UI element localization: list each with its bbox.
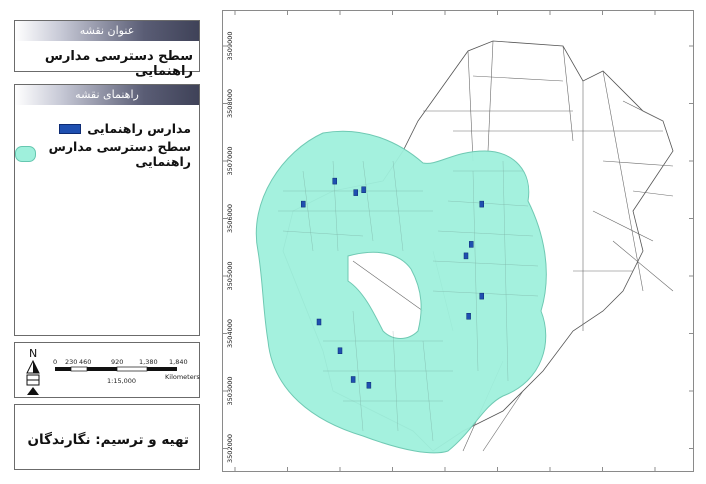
scale-tick-1: 230	[65, 358, 77, 366]
scale-tick-4: 1,380	[139, 358, 158, 366]
school-marker	[466, 313, 471, 320]
scale-bar: 0 230 460 920 1,380 1,840 Kilometers 1:1…	[53, 358, 200, 385]
legend-item-service-area: سطح دسترسی مدارس راهنمایی	[15, 139, 191, 169]
y-tick-label: 3503000	[226, 377, 234, 406]
service-area-swatch-icon	[15, 146, 37, 162]
scale-tick-2: 460	[79, 358, 91, 366]
title-panel-header: عنوان نقشه	[15, 21, 199, 41]
scale-ratio: 1:15,000	[107, 377, 136, 385]
scale-graphic: N 0 230 460 920 1,380 1,840 Kilometers 1…	[26, 347, 200, 395]
legend-item-schools: مدارس راهنمایی	[59, 121, 191, 136]
y-tick-label: 3504000	[226, 319, 234, 348]
school-marker	[479, 200, 484, 208]
school-marker	[463, 252, 469, 260]
school-marker	[332, 177, 337, 185]
y-axis-labels: 3509000 3508000 3507000 3506000 3505000 35040…	[226, 32, 234, 463]
map-canvas: 2620002630002640002650002660002670002680…	[223, 3, 693, 471]
school-marker	[337, 347, 343, 354]
school-marker	[316, 318, 322, 326]
scale-panel: N 0 230 460 920 1,380 1,840 Kilometers 1…	[14, 342, 200, 398]
map-title: سطح دسترسی مدارس راهنمایی	[44, 49, 193, 79]
school-marker	[353, 189, 358, 196]
legend-item-schools-label: مدارس راهنمایی	[87, 121, 191, 136]
school-marker	[366, 382, 372, 389]
north-arrow-icon: N	[26, 347, 40, 395]
y-tick-label: 3506000	[226, 204, 234, 233]
school-marker	[469, 241, 474, 248]
scale-tick-0: 0	[53, 358, 57, 366]
scale-tick-3: 920	[111, 358, 123, 366]
y-tick-label: 3505000	[226, 262, 234, 291]
title-panel: عنوان نقشه سطح دسترسی مدارس راهنمایی	[14, 20, 200, 79]
map-frame: 2620002630002640002650002660002670002680…	[222, 3, 694, 472]
inner-street-texture	[278, 160, 539, 442]
school-marker	[479, 292, 484, 300]
service-area	[255, 130, 547, 454]
school-marker	[350, 376, 356, 383]
school-markers	[301, 177, 484, 389]
y-tick-label: 3508000	[226, 89, 234, 118]
scale-tick-5: 1,840	[169, 358, 188, 366]
service-area-polygon	[255, 130, 547, 454]
legend-panel-header: راهنمای نقشه	[15, 85, 199, 105]
y-tick-label: 3509000	[226, 32, 234, 61]
credit-text: تهیه و ترسیم: نگارندگان	[27, 432, 189, 448]
school-marker	[361, 186, 366, 193]
y-tick-label: 3502000	[226, 434, 234, 463]
scale-unit: Kilometers	[165, 373, 200, 381]
legend-panel: راهنمای نقشه مدارس راهنمایی سطح دسترسی م…	[14, 84, 200, 336]
credit-panel: تهیه و ترسیم: نگارندگان	[14, 404, 200, 470]
axis-ticks	[223, 11, 693, 471]
legend-item-service-area-label: سطح دسترسی مدارس راهنمایی	[48, 139, 191, 169]
north-letter: N	[29, 347, 37, 360]
y-tick-label: 3507000	[226, 147, 234, 176]
school-swatch-icon	[59, 123, 82, 134]
school-marker	[301, 200, 306, 208]
